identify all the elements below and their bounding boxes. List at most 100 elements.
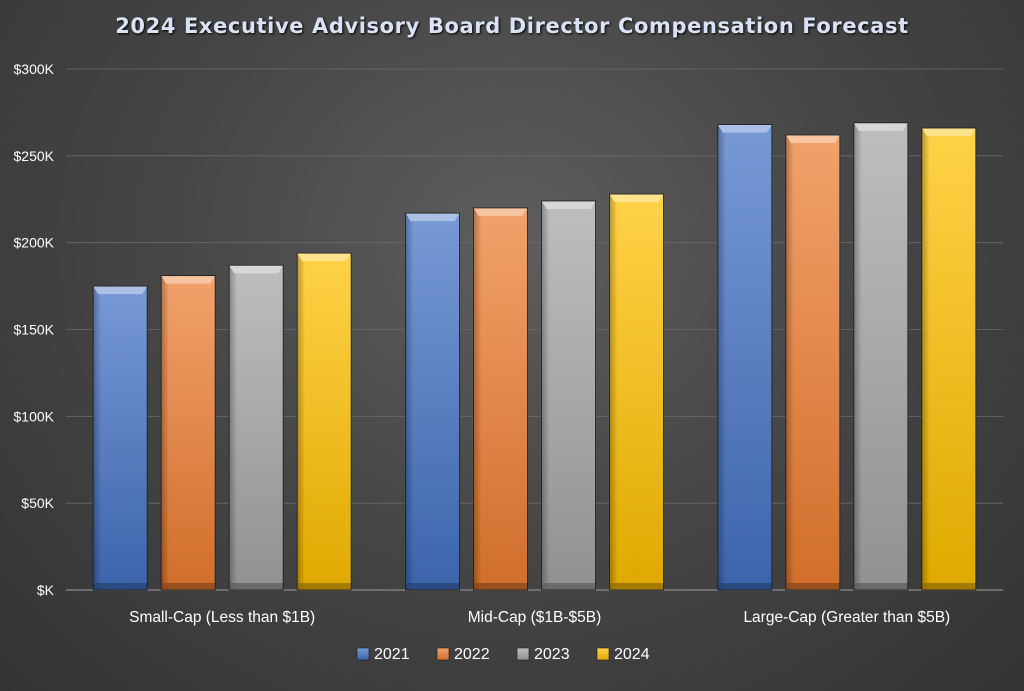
legend-item: 2021	[356, 646, 410, 663]
bar	[717, 124, 773, 591]
bar-bevel	[785, 134, 840, 143]
bar-bevel	[405, 213, 460, 222]
legend-label: 2022	[454, 646, 490, 663]
bar-outline	[717, 124, 773, 591]
bar-base	[161, 583, 216, 590]
bar-outline	[92, 285, 148, 591]
bar-base	[229, 583, 284, 590]
bar-body	[229, 265, 284, 590]
bar-outline	[228, 264, 284, 591]
bar	[405, 212, 460, 591]
bar-bevel	[297, 253, 352, 262]
bar-bevel	[609, 194, 664, 203]
bar-base	[609, 583, 664, 590]
bar-bevel	[93, 286, 148, 295]
bar-bevel	[229, 265, 284, 274]
bar-edge	[93, 286, 102, 590]
bar-outline	[609, 193, 664, 591]
bar-edge	[229, 265, 238, 590]
y-axis: $K $50K $100K $150K $200K $250K $300K	[14, 61, 55, 598]
bar-body	[405, 213, 460, 591]
bar-body	[161, 275, 216, 590]
bar-base	[541, 583, 596, 590]
bar-body	[717, 124, 772, 590]
y-tick-label: $100K	[14, 408, 55, 424]
bar-edge	[541, 200, 550, 590]
legend-item: 2023	[516, 646, 570, 663]
bar	[609, 193, 664, 591]
gridlines	[66, 68, 1003, 591]
bar	[228, 264, 284, 591]
bar-outline	[296, 252, 352, 591]
y-tick-label: $150K	[14, 322, 55, 338]
y-tick-label: $200K	[14, 235, 55, 251]
legend-label: 2021	[374, 646, 410, 663]
legend-swatch	[436, 647, 450, 661]
x-tick-label: Large-Cap (Greater than $5B)	[743, 609, 950, 626]
bar-bevel	[541, 200, 596, 209]
bar-body	[541, 200, 596, 590]
bar	[541, 200, 596, 591]
bar-edge	[161, 275, 170, 590]
bar	[473, 207, 528, 591]
bar-outline	[473, 207, 528, 591]
bar-base	[93, 583, 148, 590]
bar-edge	[921, 128, 930, 590]
bar-outline	[541, 200, 596, 591]
bar-outline	[160, 275, 216, 591]
bar	[853, 122, 909, 591]
bars	[92, 122, 977, 591]
bar-edge	[405, 213, 414, 591]
bar-body	[853, 122, 908, 590]
legend: 2021 2022 2023 2024	[356, 646, 650, 663]
bar	[160, 275, 216, 591]
bar-base	[473, 583, 528, 590]
bar-base	[853, 583, 908, 590]
x-tick-label: Small-Cap (Less than $1B)	[129, 609, 315, 626]
bar	[921, 127, 977, 591]
bar-outline	[853, 122, 909, 591]
bar	[92, 285, 148, 591]
bar-outline	[405, 212, 460, 591]
y-tick-label: $50K	[21, 495, 54, 511]
bar-base	[785, 583, 840, 590]
legend-swatch	[596, 647, 610, 661]
legend-item: 2022	[436, 646, 490, 663]
chart-title: 2024 Executive Advisory Board Director C…	[115, 14, 909, 38]
y-tick-label: $250K	[14, 148, 55, 164]
bar-bevel	[921, 128, 976, 137]
bar-edge	[297, 253, 306, 590]
bar-edge	[717, 124, 726, 590]
legend-item: 2024	[596, 646, 650, 663]
y-tick-label: $K	[37, 582, 55, 598]
bar-base	[921, 583, 976, 590]
bar-body	[297, 253, 352, 590]
bar-body	[473, 207, 528, 590]
bar	[785, 134, 841, 591]
bar-edge	[785, 134, 794, 590]
bar-body	[609, 194, 664, 591]
bar	[296, 252, 352, 591]
legend-label: 2023	[534, 646, 570, 663]
legend-label: 2024	[614, 646, 650, 663]
y-tick-label: $300K	[14, 61, 55, 77]
x-tick-label: Mid-Cap ($1B-$5B)	[468, 609, 602, 626]
bar-body	[785, 134, 840, 590]
bar-bevel	[717, 124, 772, 133]
bar-outline	[921, 127, 977, 591]
bar-bevel	[161, 275, 216, 284]
legend-swatch	[516, 647, 530, 661]
bar-bevel	[473, 207, 528, 216]
bar-bevel	[853, 122, 908, 131]
bar-body	[93, 286, 148, 590]
bar-outline	[785, 134, 841, 591]
legend-swatch	[356, 647, 370, 661]
bar-edge	[609, 194, 618, 591]
bar-base	[405, 583, 460, 590]
bar-edge	[473, 207, 482, 590]
bar-base	[297, 583, 352, 590]
bar-edge	[853, 122, 862, 590]
bar-base	[717, 583, 772, 590]
